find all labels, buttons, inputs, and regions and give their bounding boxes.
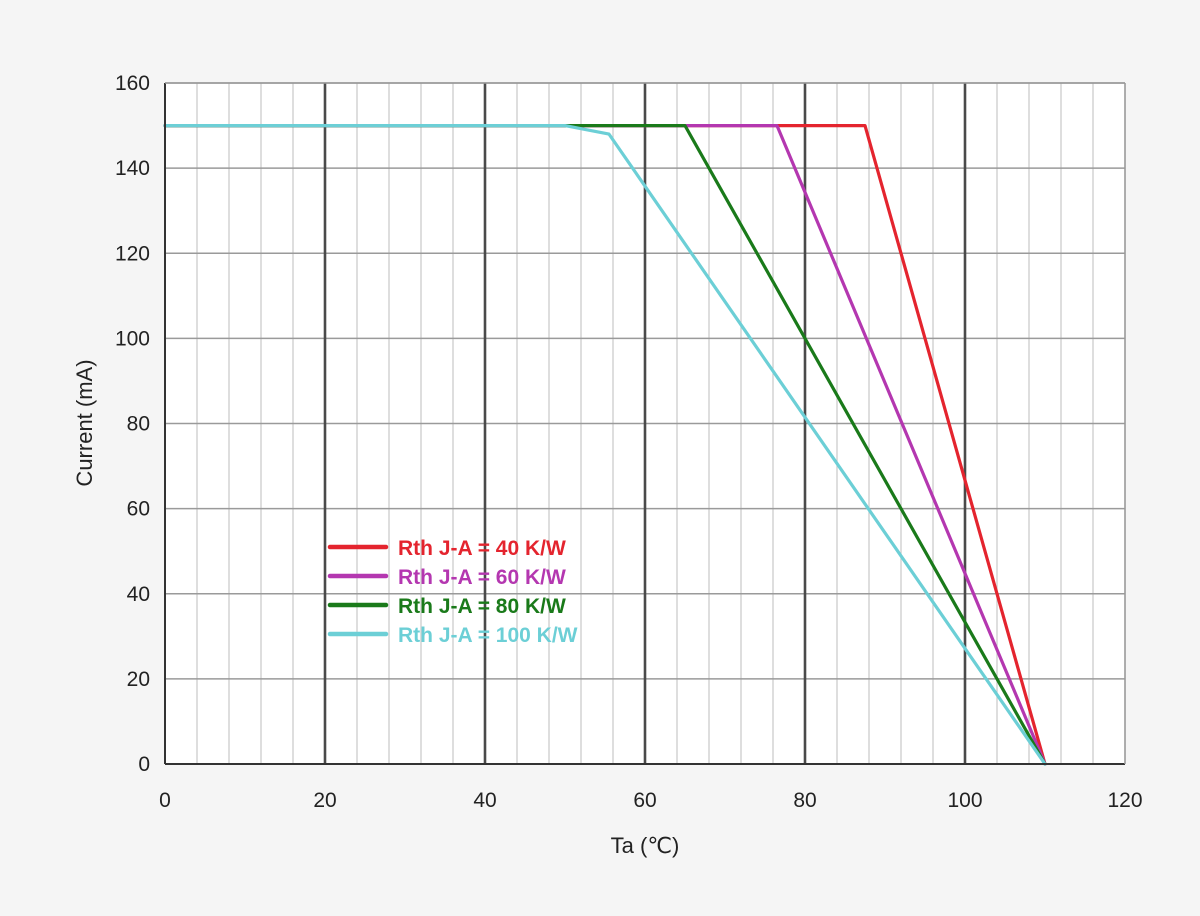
major-grid bbox=[323, 83, 967, 764]
x-tick-label: 100 bbox=[947, 789, 982, 812]
y-tick-label: 120 bbox=[115, 242, 150, 265]
y-tick-label: 20 bbox=[127, 668, 150, 691]
x-tick-label: 120 bbox=[1107, 789, 1142, 812]
x-axis-title: Ta (℃) bbox=[611, 833, 680, 858]
x-tick-label: 80 bbox=[793, 789, 816, 812]
x-tick-label: 40 bbox=[473, 789, 496, 812]
y-tick-label: 60 bbox=[127, 498, 150, 521]
y-tick-label: 100 bbox=[115, 327, 150, 350]
y-tick-labels: 0 20 40 60 80 100 120 140 160 bbox=[115, 72, 150, 776]
y-axis-title: Current (mA) bbox=[72, 359, 97, 486]
axes bbox=[164, 82, 1126, 765]
legend-label-3: Rth J-A = 80 K/W bbox=[398, 595, 566, 618]
legend-label-4: Rth J-A = 100 K/W bbox=[398, 624, 578, 647]
series-line-4 bbox=[163, 124, 1047, 766]
legend-label-1: Rth J-A = 40 K/W bbox=[398, 537, 566, 560]
legend-label-2: Rth J-A = 60 K/W bbox=[398, 566, 566, 589]
y-tick-label: 140 bbox=[115, 157, 150, 180]
legend: Rth J-A = 40 K/W Rth J-A = 60 K/W Rth J-A … bbox=[327, 537, 578, 647]
y-tick-label: 80 bbox=[127, 413, 150, 436]
y-tick-label: 160 bbox=[115, 72, 150, 95]
x-tick-label: 20 bbox=[313, 789, 336, 812]
y-tick-label: 40 bbox=[127, 583, 150, 606]
x-tick-labels: 0 20 40 60 80 100 120 bbox=[159, 789, 1142, 812]
x-tick-label: 60 bbox=[633, 789, 656, 812]
series-layer bbox=[163, 124, 1047, 766]
x-tick-label: 0 bbox=[159, 789, 171, 812]
y-tick-label: 0 bbox=[138, 753, 150, 776]
